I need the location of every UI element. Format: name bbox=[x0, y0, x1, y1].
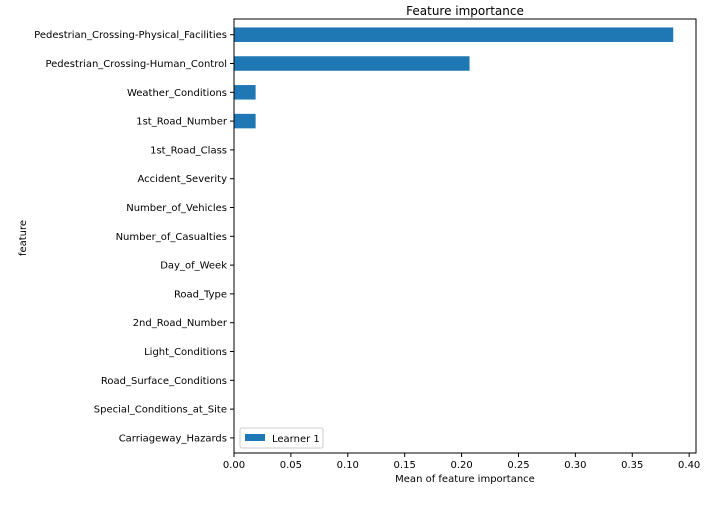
bar-0 bbox=[234, 27, 674, 42]
x-tick-label: 0.00 bbox=[223, 460, 245, 471]
y-tick-label: Light_Conditions bbox=[144, 347, 227, 358]
y-tick-label: Pedestrian_Crossing-Human_Control bbox=[45, 59, 227, 70]
y-axis-ticks: Pedestrian_Crossing-Physical_Facilities P… bbox=[34, 30, 234, 444]
y-axis-label: feature bbox=[18, 220, 29, 256]
x-tick-label: 0.40 bbox=[678, 460, 700, 471]
chart-title: Feature importance bbox=[406, 4, 524, 18]
x-tick-label: 0.20 bbox=[450, 460, 472, 471]
bar-1 bbox=[234, 56, 470, 71]
y-tick-label: Accident_Severity bbox=[138, 174, 228, 185]
legend: Learner 1 bbox=[239, 427, 324, 449]
bars-layer bbox=[234, 27, 674, 129]
y-tick-label: Weather_Conditions bbox=[127, 88, 227, 99]
y-tick-label: Special_Conditions_at_Site bbox=[94, 405, 227, 416]
bar-3 bbox=[234, 113, 256, 129]
y-tick-label: 2nd_Road_Number bbox=[133, 318, 228, 329]
x-tick-label: 0.35 bbox=[621, 460, 643, 471]
legend-box bbox=[239, 427, 324, 449]
plot-frame bbox=[233, 18, 697, 454]
x-axis-label: Mean of feature importance bbox=[395, 474, 535, 485]
y-tick-label: 1st_Road_Number bbox=[136, 117, 228, 128]
x-axis-ticks: 0.00 0.05 0.10 0.15 0.20 0.25 0.30 0.35 0.40 bbox=[223, 453, 700, 471]
x-tick-label: 0.30 bbox=[564, 460, 586, 471]
y-tick-label: Pedestrian_Crossing-Physical_Facilities bbox=[34, 30, 227, 41]
legend-swatch bbox=[245, 434, 265, 441]
x-tick-label: 0.25 bbox=[507, 460, 529, 471]
x-tick-label: 0.10 bbox=[337, 460, 359, 471]
x-tick-label: 0.15 bbox=[394, 460, 416, 471]
y-tick-label: Number_of_Casualties bbox=[116, 232, 227, 243]
y-tick-label: Carriageway_Hazards bbox=[119, 433, 227, 444]
bar-2 bbox=[234, 85, 256, 100]
y-tick-label: Road_Type bbox=[174, 289, 227, 300]
y-tick-label: Road_Surface_Conditions bbox=[101, 376, 227, 387]
legend-label: Learner 1 bbox=[272, 434, 320, 445]
x-tick-label: 0.05 bbox=[280, 460, 302, 471]
y-tick-label: Day_of_Week bbox=[160, 261, 227, 272]
y-tick-label: 1st_Road_Class bbox=[150, 145, 227, 156]
y-tick-label: Number_of_Vehicles bbox=[126, 203, 227, 214]
